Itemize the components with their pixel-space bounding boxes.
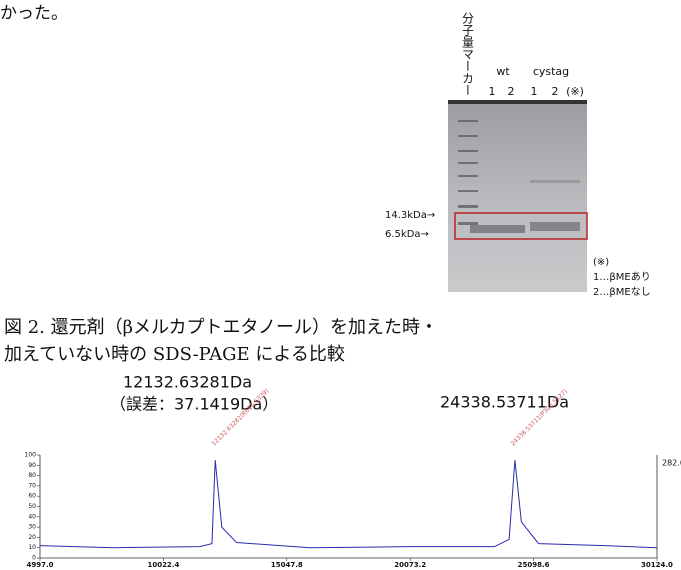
right-label: 282.0 bbox=[662, 459, 681, 468]
y-tick-label: 100 bbox=[25, 452, 37, 459]
y-tick-label: 80 bbox=[28, 472, 36, 479]
lane-label: 1 bbox=[489, 85, 496, 98]
annotation: 12132.63281Da bbox=[123, 373, 252, 392]
y-tick-label: 30 bbox=[28, 524, 36, 531]
note: 1…βMEあり bbox=[593, 271, 651, 283]
note: (※) bbox=[593, 257, 609, 268]
y-tick-label: 40 bbox=[28, 513, 36, 520]
page: かった。 分子量マーカー wt cystag 1 2 1 2 (※) 14.3k… bbox=[0, 0, 681, 570]
y-tick-label: 50 bbox=[28, 503, 36, 510]
y-tick-label: 20 bbox=[28, 534, 36, 541]
x-tick-label: 20073.2 bbox=[394, 561, 426, 569]
group-label: wt bbox=[496, 65, 510, 78]
y-tick-label: 90 bbox=[28, 462, 36, 469]
size-label: 6.5kDa→ bbox=[385, 229, 429, 240]
size-label: 14.3kDa→ bbox=[385, 210, 435, 221]
x-tick-label: 25098.6 bbox=[518, 561, 550, 569]
caption: 図 2. 還元剤（βメルカプトエタノール）を加えた時・ bbox=[4, 317, 438, 338]
x-tick-label: 30124.0 bbox=[641, 561, 673, 569]
x-tick-label: 15047.8 bbox=[271, 561, 303, 569]
y-tick-label: 10 bbox=[28, 544, 36, 551]
note: 2…βMEなし bbox=[593, 286, 651, 298]
x-tick-label: 10022.4 bbox=[147, 561, 179, 569]
lane-label: 2 bbox=[508, 85, 515, 98]
spectrum-line bbox=[40, 460, 657, 548]
y-tick-label: 60 bbox=[28, 493, 36, 500]
x-tick-label: 4997.0 bbox=[26, 561, 53, 569]
y-tick-label: 70 bbox=[28, 482, 36, 489]
lane-label: 2 bbox=[552, 85, 559, 98]
lane-label: 1 bbox=[531, 85, 538, 98]
group-label: cystag bbox=[533, 65, 569, 78]
gel-image bbox=[448, 100, 587, 292]
lane-label: (※) bbox=[566, 85, 584, 98]
marker-label: 分子量マーカー bbox=[461, 12, 475, 96]
caption: 加えていない時の SDS-PAGE による比較 bbox=[4, 344, 345, 365]
intro-text: かった。 bbox=[0, 4, 68, 24]
